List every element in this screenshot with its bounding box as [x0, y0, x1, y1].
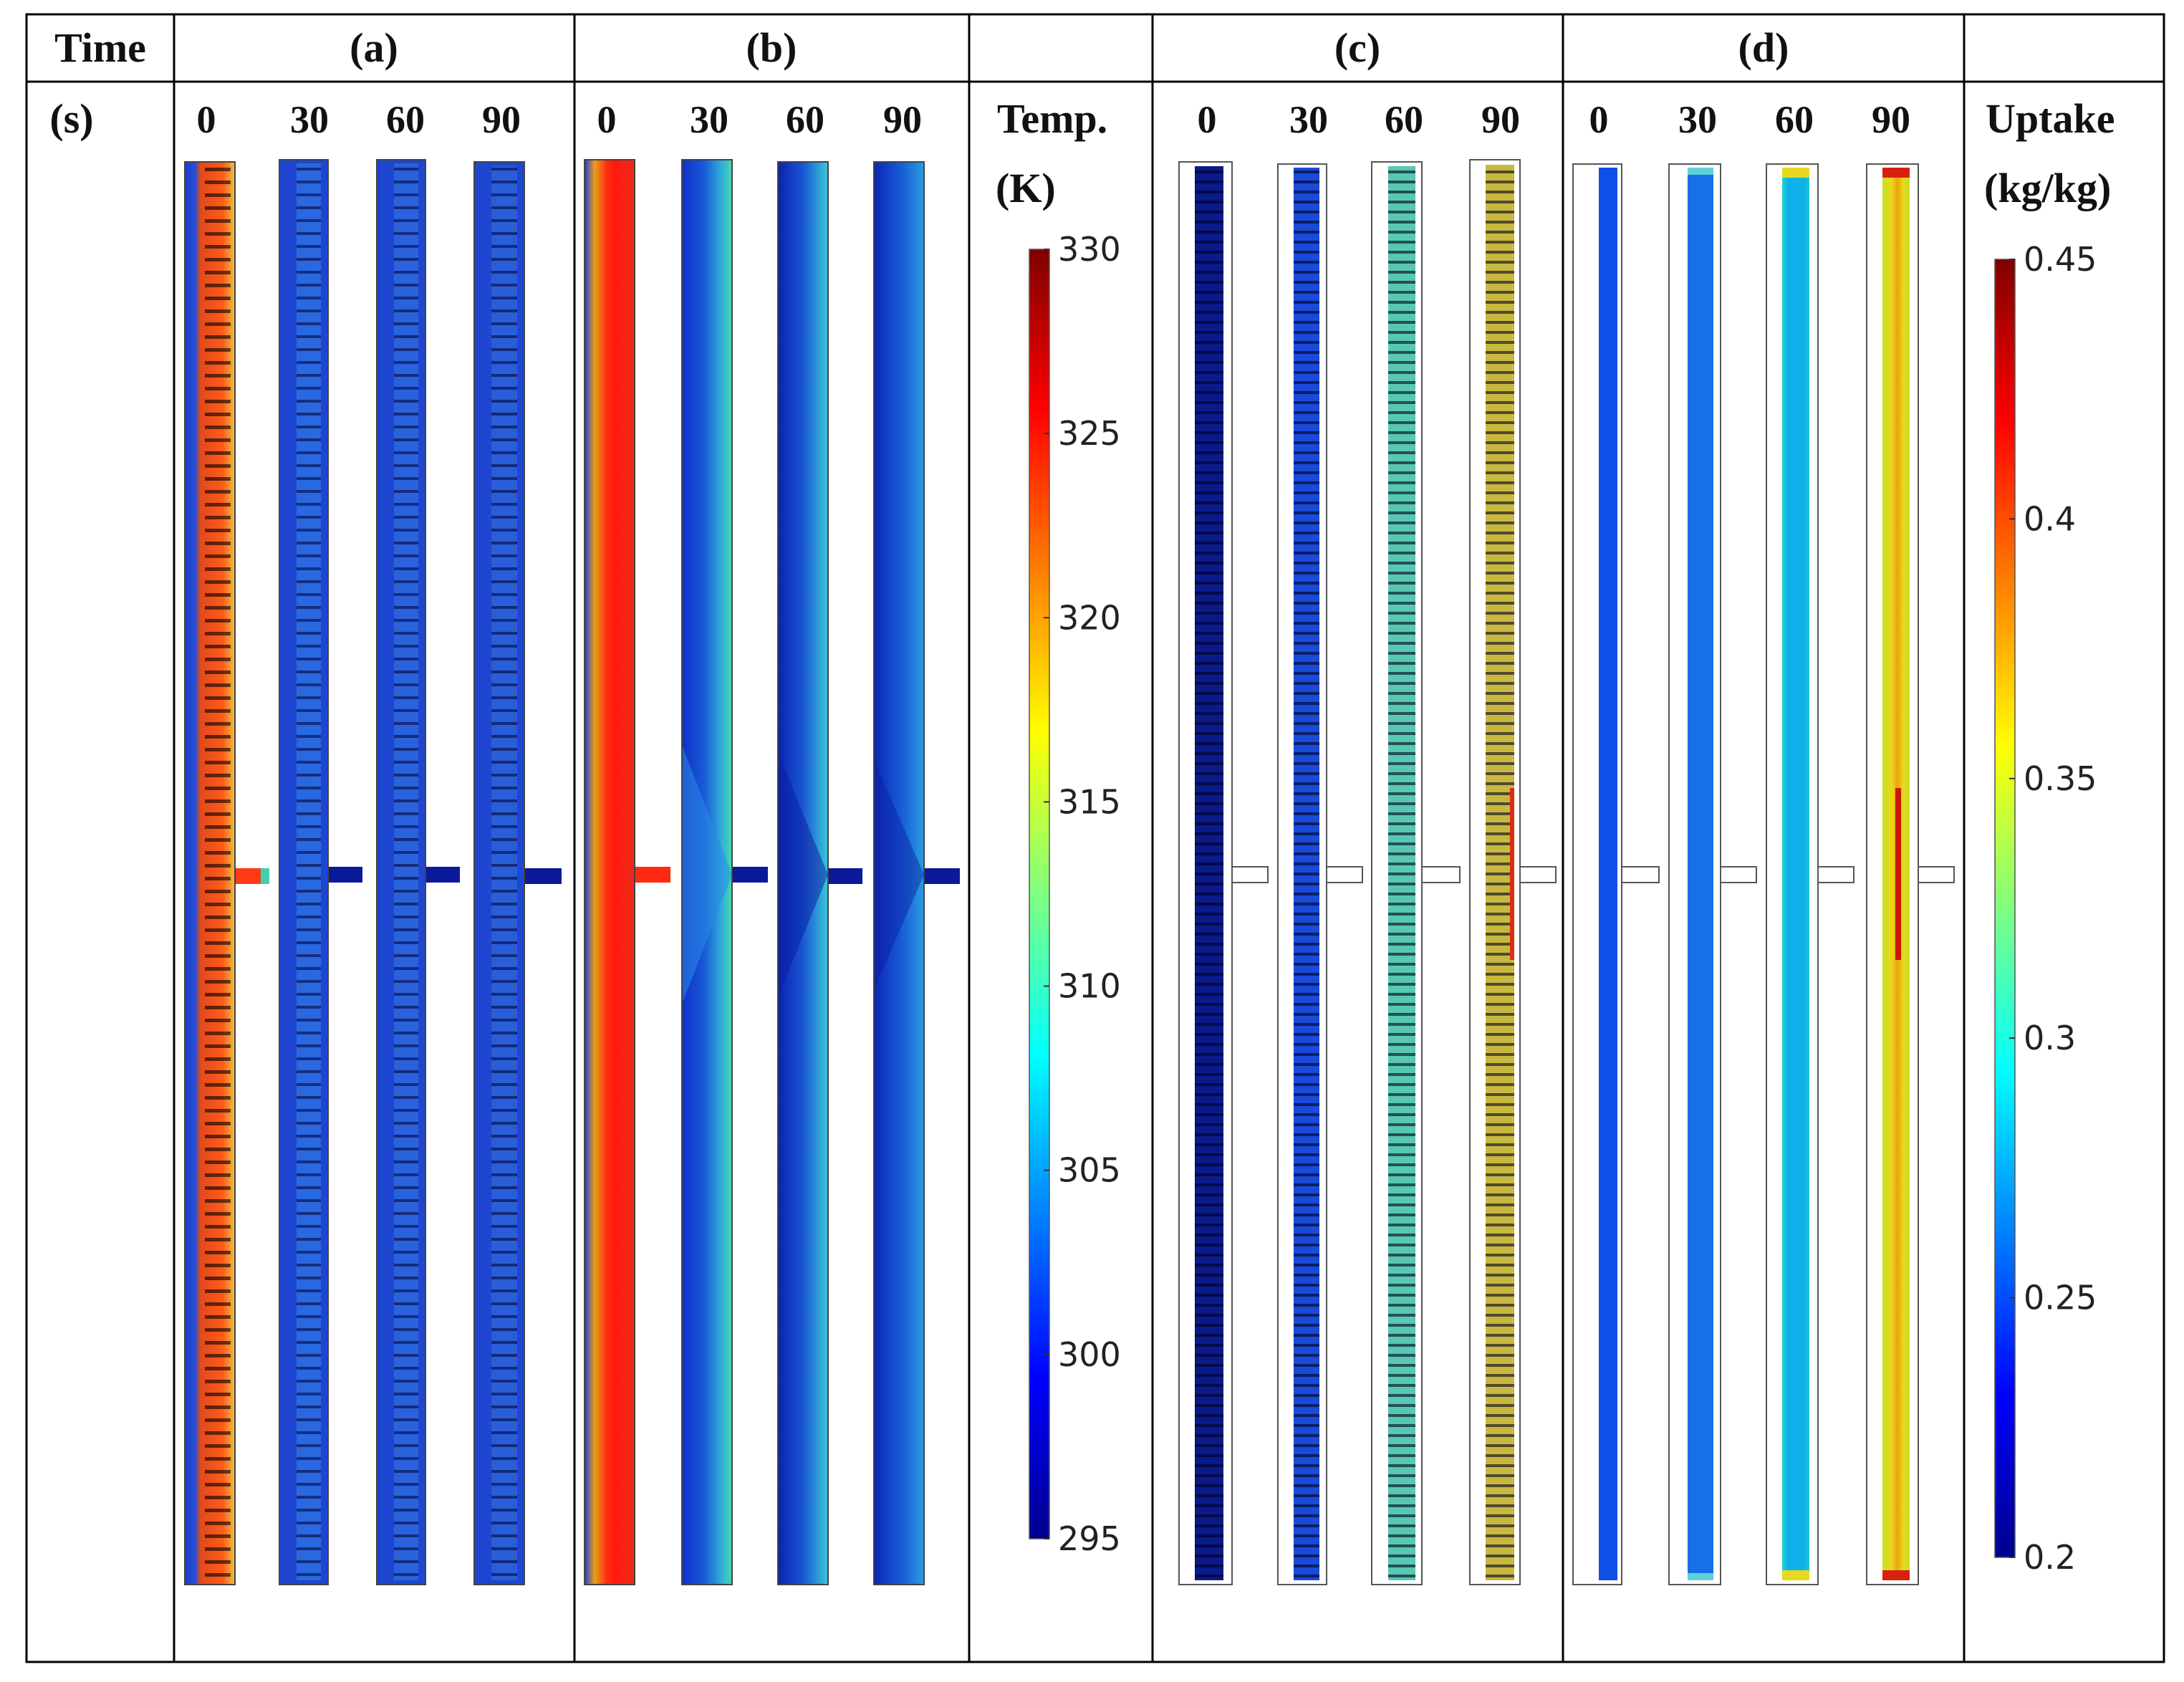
panel-d-contours: [1572, 163, 1955, 1585]
contour-column-d-60: [1766, 163, 1855, 1585]
time-label: 90: [482, 98, 521, 141]
time-label: 90: [1481, 98, 1520, 141]
colorbar-tick-label: 300: [1058, 1335, 1121, 1374]
colorbar-tick-label: 0.4: [2024, 499, 2076, 538]
table-grid: [25, 13, 2165, 1663]
contour-column-a-90: [473, 161, 562, 1585]
colorbar-tick-label: 0.35: [2024, 759, 2097, 798]
contour-column-c-0: [1178, 161, 1269, 1585]
time-label: 60: [386, 98, 425, 141]
contour-column-d-0: [1572, 163, 1660, 1585]
colorbar-tick-label: 305: [1058, 1151, 1121, 1190]
time-label: 30: [1678, 98, 1717, 141]
colorbar-tick-label: 330: [1058, 230, 1121, 269]
time-label: 90: [1872, 98, 1910, 141]
panel-b-contours: [584, 159, 960, 1585]
uptake-bar-unit: (kg/kg): [1984, 165, 2111, 211]
colorbar-tick-label: 320: [1058, 598, 1121, 637]
time-label: 60: [1775, 98, 1814, 141]
time-label: 30: [1289, 98, 1328, 141]
contour-column-b-90: [873, 161, 960, 1585]
time-label: 60: [1385, 98, 1423, 141]
time-label: 90: [883, 98, 922, 141]
contour-column-d-90: [1866, 163, 1955, 1585]
uptake-colorbar: Uptake (kg/kg) 0.45 0.4 0.35 0.3 0.25 0.2: [1984, 95, 2115, 1577]
time-header: Time: [54, 24, 146, 71]
colorbar-tick-label: 295: [1058, 1519, 1121, 1558]
contour-column-c-90: [1469, 159, 1557, 1585]
panel-c-contours: [1178, 159, 1557, 1585]
colorbar-tick-label: 325: [1058, 414, 1121, 453]
uptake-bar-ticks: 0.45 0.4 0.35 0.3 0.25 0.2: [2009, 240, 2097, 1577]
time-label: 0: [1589, 98, 1609, 141]
time-label: 0: [597, 98, 617, 141]
temperature-colorbar: Temp. (K) 330 325 320 315 310 305 300 295: [996, 95, 1121, 1558]
temp-bar-title: Temp.: [997, 95, 1107, 142]
panel-b-label: (b): [746, 24, 797, 71]
temp-bar-unit: (K): [996, 165, 1056, 211]
contour-column-a-0: [184, 161, 269, 1585]
panel-a-label: (a): [350, 24, 398, 71]
time-label: 60: [786, 98, 824, 141]
contour-column-c-30: [1277, 163, 1363, 1585]
contour-column-b-60: [777, 161, 862, 1585]
colorbar-tick-label: 315: [1058, 782, 1121, 821]
colorbar-tick-label: 0.45: [2024, 240, 2097, 279]
contour-column-b-0: [584, 159, 670, 1585]
panel-c-label: (c): [1334, 24, 1380, 71]
time-label: 30: [290, 98, 329, 141]
time-label: 30: [690, 98, 728, 141]
colorbar-tick-label: 0.2: [2024, 1538, 2076, 1577]
contour-column-c-60: [1371, 161, 1461, 1585]
panel-d-label: (d): [1738, 24, 1789, 71]
colorbar-tick-label: 0.3: [2024, 1019, 2076, 1057]
panel-a-contours: [184, 159, 562, 1585]
contour-column-d-30: [1668, 163, 1757, 1585]
time-label: 0: [1198, 98, 1217, 141]
contour-column-a-30: [279, 159, 362, 1585]
time-label: 0: [197, 98, 216, 141]
temp-bar-ticks: 330 325 320 315 310 305 300 295: [1044, 230, 1121, 1558]
uptake-bar-title: Uptake: [1986, 95, 2115, 142]
contour-column-b-30: [681, 159, 768, 1585]
time-unit-label: (s): [49, 95, 93, 142]
colorbar-tick-label: 0.25: [2024, 1279, 2097, 1317]
colorbar-tick-label: 310: [1058, 967, 1121, 1006]
contour-column-a-60: [376, 159, 460, 1585]
